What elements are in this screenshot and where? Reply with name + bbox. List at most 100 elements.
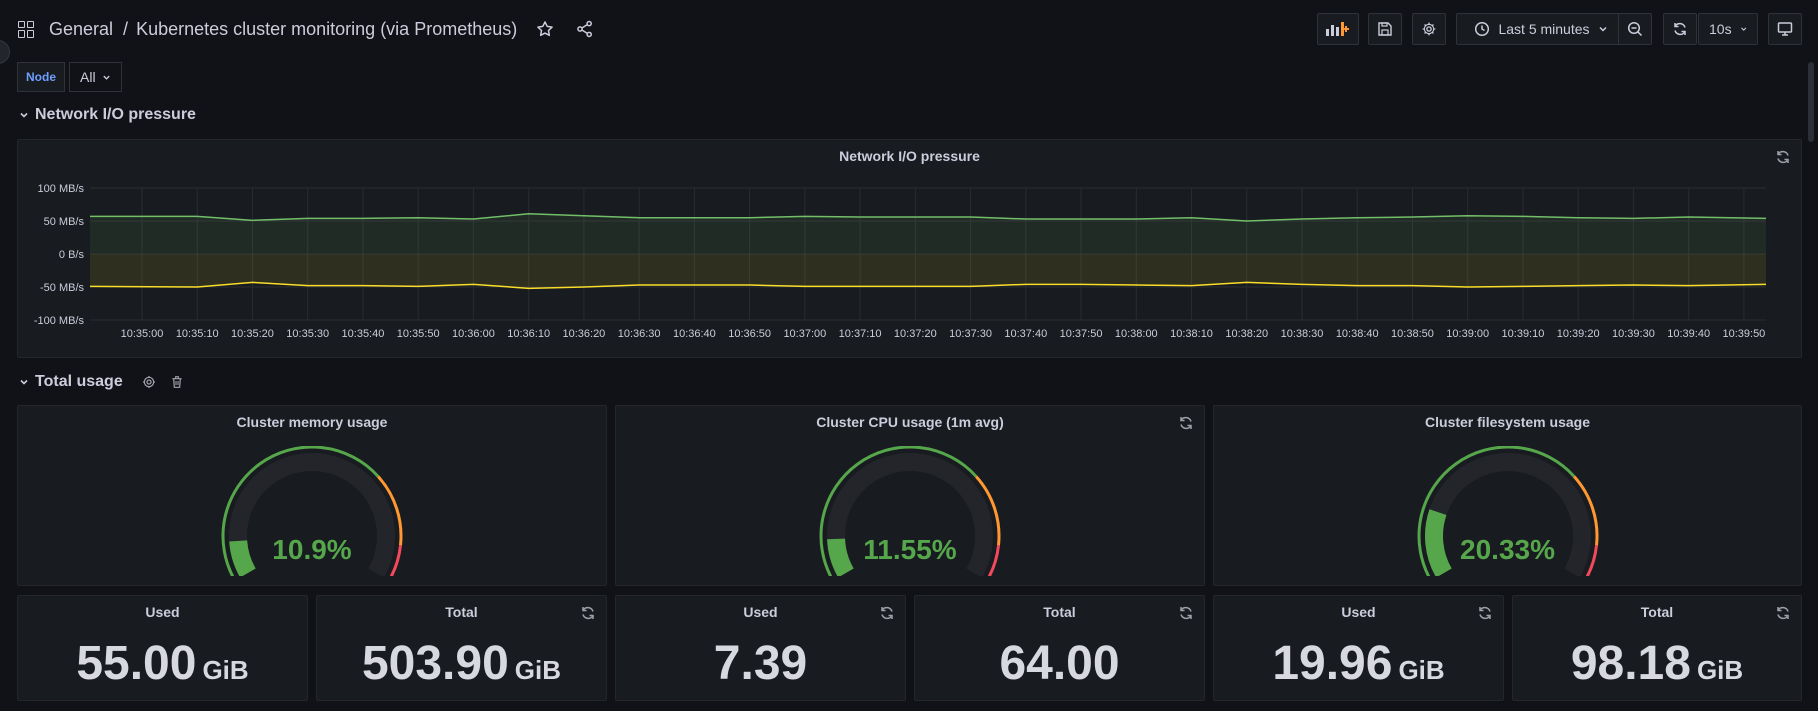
x-tick-label: 10:36:30 [618, 328, 661, 340]
refresh-icon[interactable] [1775, 149, 1791, 165]
x-tick-label: 10:35:40 [342, 328, 385, 340]
row-header-network[interactable]: Network I/O pressure [19, 106, 196, 124]
refresh-dashboard-button[interactable] [1663, 13, 1697, 45]
x-tick-label: 10:35:00 [121, 328, 164, 340]
gauge-track [229, 452, 395, 576]
breadcrumb: General / Kubernetes cluster monitoring … [18, 17, 595, 41]
settings-icon [1422, 22, 1436, 36]
x-tick-label: 10:36:50 [728, 328, 771, 340]
x-tick-label: 10:36:20 [562, 328, 605, 340]
stat-panel-filesystem-total: Total 98.18 GiB [1512, 595, 1802, 701]
refresh-icon[interactable] [879, 605, 895, 621]
stat-value: 98.18 GiB [1513, 636, 1801, 691]
gear-icon[interactable] [141, 374, 157, 390]
x-tick-label: 10:39:30 [1612, 328, 1655, 340]
stat-unit: GiB [1696, 655, 1744, 685]
panel-title: Total [1640, 604, 1674, 620]
gauge-panel-filesystem: Cluster filesystem usage 20.33% [1213, 405, 1802, 586]
stat-number: 7.39 [713, 637, 808, 690]
gauge-wrap: 10.9% [18, 446, 606, 576]
refresh-icon[interactable] [580, 605, 596, 621]
refresh-icon[interactable] [1775, 605, 1791, 621]
stat-value: 503.90 GiB [317, 636, 606, 691]
panel-title: Used [145, 604, 180, 620]
gauge-value: 10.9% [272, 534, 352, 565]
save-dashboard-button[interactable] [1368, 13, 1402, 45]
time-picker-button[interactable]: Last 5 minutes [1456, 13, 1626, 45]
panel-title: Network I/O pressure [839, 148, 980, 164]
x-tick-label: 10:39:50 [1722, 328, 1765, 340]
threshold-arc-red [1585, 545, 1598, 576]
stat-panel-filesystem-used: Used 19.96 GiB [1213, 595, 1504, 701]
series-area-transmitted [90, 254, 1766, 289]
network-io-chart[interactable]: 100 MB/s 50 MB/s 0 B/s -50 MB/s -100 MB/s 10:… [18, 140, 1801, 357]
gauge-dial [1417, 446, 1598, 576]
stat-unit: GiB [514, 655, 562, 685]
stat-number: 19.96 [1272, 637, 1393, 690]
apps-grid-icon[interactable] [18, 20, 35, 38]
stat-value: 7.39 [616, 636, 905, 691]
x-tick-label: 10:39:10 [1502, 328, 1545, 340]
y-tick-label: 50 MB/s [44, 216, 85, 228]
stat-panel-cpu-total: Total 64.00 [914, 595, 1205, 701]
scrollbar[interactable] [1808, 62, 1814, 142]
refresh-icon[interactable] [1178, 415, 1194, 431]
x-tick-label: 10:38:00 [1115, 328, 1158, 340]
stat-number: 64.00 [999, 637, 1120, 690]
star-icon[interactable] [535, 19, 555, 39]
threshold-arc-orange [1572, 475, 1598, 546]
x-tick-label: 10:38:10 [1170, 328, 1213, 340]
stat-unit: GiB [1398, 655, 1445, 685]
gauge-value-fill [1424, 509, 1452, 576]
x-tick-label: 10:35:30 [286, 328, 329, 340]
view-mode-button[interactable] [1768, 13, 1802, 45]
threshold-arc-green [819, 446, 978, 576]
clock-icon [1475, 21, 1490, 37]
x-tick-label: 10:38:40 [1336, 328, 1379, 340]
gauge-value: 20.33% [1460, 534, 1555, 565]
chevron-down-icon [102, 75, 110, 80]
panel-title: Cluster memory usage [236, 414, 388, 430]
time-range-label: Last 5 minutes [1498, 21, 1590, 37]
gauge-value: 11.55% [863, 534, 957, 565]
stat-panel-cpu-used: Used 7.39 [615, 595, 906, 701]
chevron-down-icon [1599, 26, 1607, 32]
share-icon[interactable] [575, 19, 595, 39]
x-tick-label: 10:36:00 [452, 328, 495, 340]
threshold-arc-green [1417, 446, 1575, 576]
dashboard-title[interactable]: Kubernetes cluster monitoring (via Prome… [136, 18, 518, 39]
refresh-interval-picker[interactable]: 10s [1698, 13, 1758, 45]
panel-title: Cluster CPU usage (1m avg) [816, 414, 1004, 430]
panel-title: Cluster filesystem usage [1425, 414, 1590, 430]
row-title: Total usage [35, 373, 123, 390]
breadcrumb-folder[interactable]: General [49, 18, 114, 39]
refresh-icon[interactable] [1477, 605, 1493, 621]
breadcrumb-separator: / [123, 18, 129, 39]
zoom-out-button[interactable] [1618, 13, 1652, 45]
y-tick-label: -100 MB/s [34, 315, 85, 327]
gauge-wrap: 20.33% [1214, 446, 1801, 576]
variable-value: All [80, 69, 96, 85]
dashboard-settings-button[interactable] [1412, 13, 1446, 45]
row-title: Network I/O pressure [35, 106, 196, 123]
gauge-panel-memory: Cluster memory usage 10.9% [17, 405, 607, 586]
template-variables: Node All [17, 62, 122, 92]
gauge-value-fill [229, 540, 256, 576]
refresh-icon[interactable] [1178, 605, 1194, 621]
row-header-total-usage[interactable]: Total usage [19, 373, 185, 391]
add-panel-button[interactable] [1317, 13, 1359, 45]
panel-title: Total [445, 604, 478, 620]
trash-icon[interactable] [169, 374, 185, 390]
y-tick-label: -50 MB/s [40, 282, 85, 294]
save-icon [1378, 22, 1392, 36]
panel-title: Total [1043, 604, 1076, 620]
stat-value: 55.00 GiB [18, 636, 307, 691]
gauge-dial [819, 446, 1001, 576]
panel-title: Used [743, 604, 778, 620]
x-tick-label: 10:36:10 [507, 328, 550, 340]
network-io-panel: Network I/O pressure 100 MB/s 50 MB/s 0 B/… [17, 139, 1802, 358]
x-tick-label: 10:35:10 [176, 328, 219, 340]
variable-select-node[interactable]: All [69, 62, 122, 92]
panel-title: Used [1341, 604, 1376, 620]
x-tick-label: 10:39:00 [1446, 328, 1489, 340]
